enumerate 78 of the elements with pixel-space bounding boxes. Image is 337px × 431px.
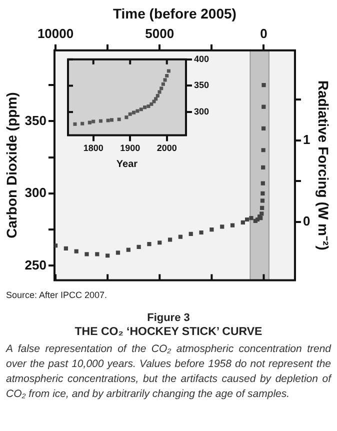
point <box>106 118 110 122</box>
point <box>116 250 120 255</box>
point <box>143 106 147 110</box>
point <box>260 212 264 216</box>
point <box>117 118 121 122</box>
point <box>188 232 193 236</box>
point <box>147 242 152 246</box>
point <box>160 86 164 90</box>
x-tick-label: 0 <box>260 26 268 42</box>
point <box>249 216 254 220</box>
point <box>128 112 132 116</box>
y2-tick-label: 0 <box>302 214 310 229</box>
point <box>154 97 158 101</box>
y-axis-title: Carbon Dioxide (ppm) <box>3 92 20 238</box>
point <box>110 118 114 122</box>
x-axis-title: Year <box>116 158 138 170</box>
y-tick-label: 350 <box>24 112 46 128</box>
point <box>73 122 77 126</box>
point <box>98 119 102 123</box>
point <box>230 223 235 228</box>
y2-tick-label: 1 <box>302 132 310 147</box>
point <box>158 90 162 94</box>
point <box>199 230 204 235</box>
point <box>168 238 172 242</box>
point <box>146 104 150 108</box>
x-tick-label: 5000 <box>145 26 174 42</box>
point <box>261 148 266 152</box>
point <box>126 248 130 252</box>
point <box>106 254 110 258</box>
point <box>136 109 140 113</box>
y-tick-label: 400 <box>194 54 210 64</box>
text: THE CO₂ ‘HOCKEY STICK’ CURVE <box>74 326 264 338</box>
x-tick-label: 2000 <box>156 143 177 154</box>
y-tick-label: 250 <box>24 257 46 272</box>
point <box>210 228 214 232</box>
point <box>262 83 266 88</box>
point <box>161 82 165 86</box>
source-note: Source: After IPCC 2007. <box>6 290 108 300</box>
point <box>158 240 162 245</box>
point <box>64 246 68 250</box>
point <box>260 181 265 186</box>
point <box>95 252 100 256</box>
point <box>156 94 160 98</box>
y-tick-label: 300 <box>24 185 46 200</box>
point <box>74 249 78 254</box>
y-tick-label: 350 <box>194 80 210 90</box>
point <box>88 120 92 124</box>
point <box>84 252 89 256</box>
point <box>220 224 224 229</box>
point <box>260 198 265 203</box>
x-tick-label: 1800 <box>83 143 104 154</box>
point <box>163 78 167 82</box>
point <box>165 74 169 78</box>
x-axis-title: Time (before 2005) <box>112 5 236 22</box>
point <box>261 165 266 170</box>
point <box>150 102 154 106</box>
point <box>80 122 84 126</box>
y-tick-label: 300 <box>194 106 210 117</box>
point <box>139 108 143 112</box>
point <box>262 104 266 109</box>
text: Figure 3 <box>146 312 191 324</box>
point <box>260 206 264 210</box>
point <box>124 116 128 120</box>
point <box>261 126 266 130</box>
point <box>54 243 58 248</box>
point <box>178 234 183 239</box>
x-tick-label: 10000 <box>37 26 74 42</box>
text: A false representation of the CO₂ atmospheric concentration trend over the past 10,000 years. Values before 1958 do not represent the atmospheric concentrations, but the artifacts caused by depletion of CO₂ from ice, and by arbitrarily changing the age of samples. <box>6 342 331 402</box>
x-tick-label: 1900 <box>120 143 140 154</box>
point <box>260 191 265 196</box>
y2-axis-title: Radiative Forcing (W m⁻²) <box>316 80 332 250</box>
point <box>136 244 141 250</box>
point <box>240 220 245 224</box>
point <box>152 100 156 104</box>
point <box>132 110 136 114</box>
point <box>92 120 96 124</box>
point <box>166 69 170 73</box>
point <box>245 217 250 222</box>
